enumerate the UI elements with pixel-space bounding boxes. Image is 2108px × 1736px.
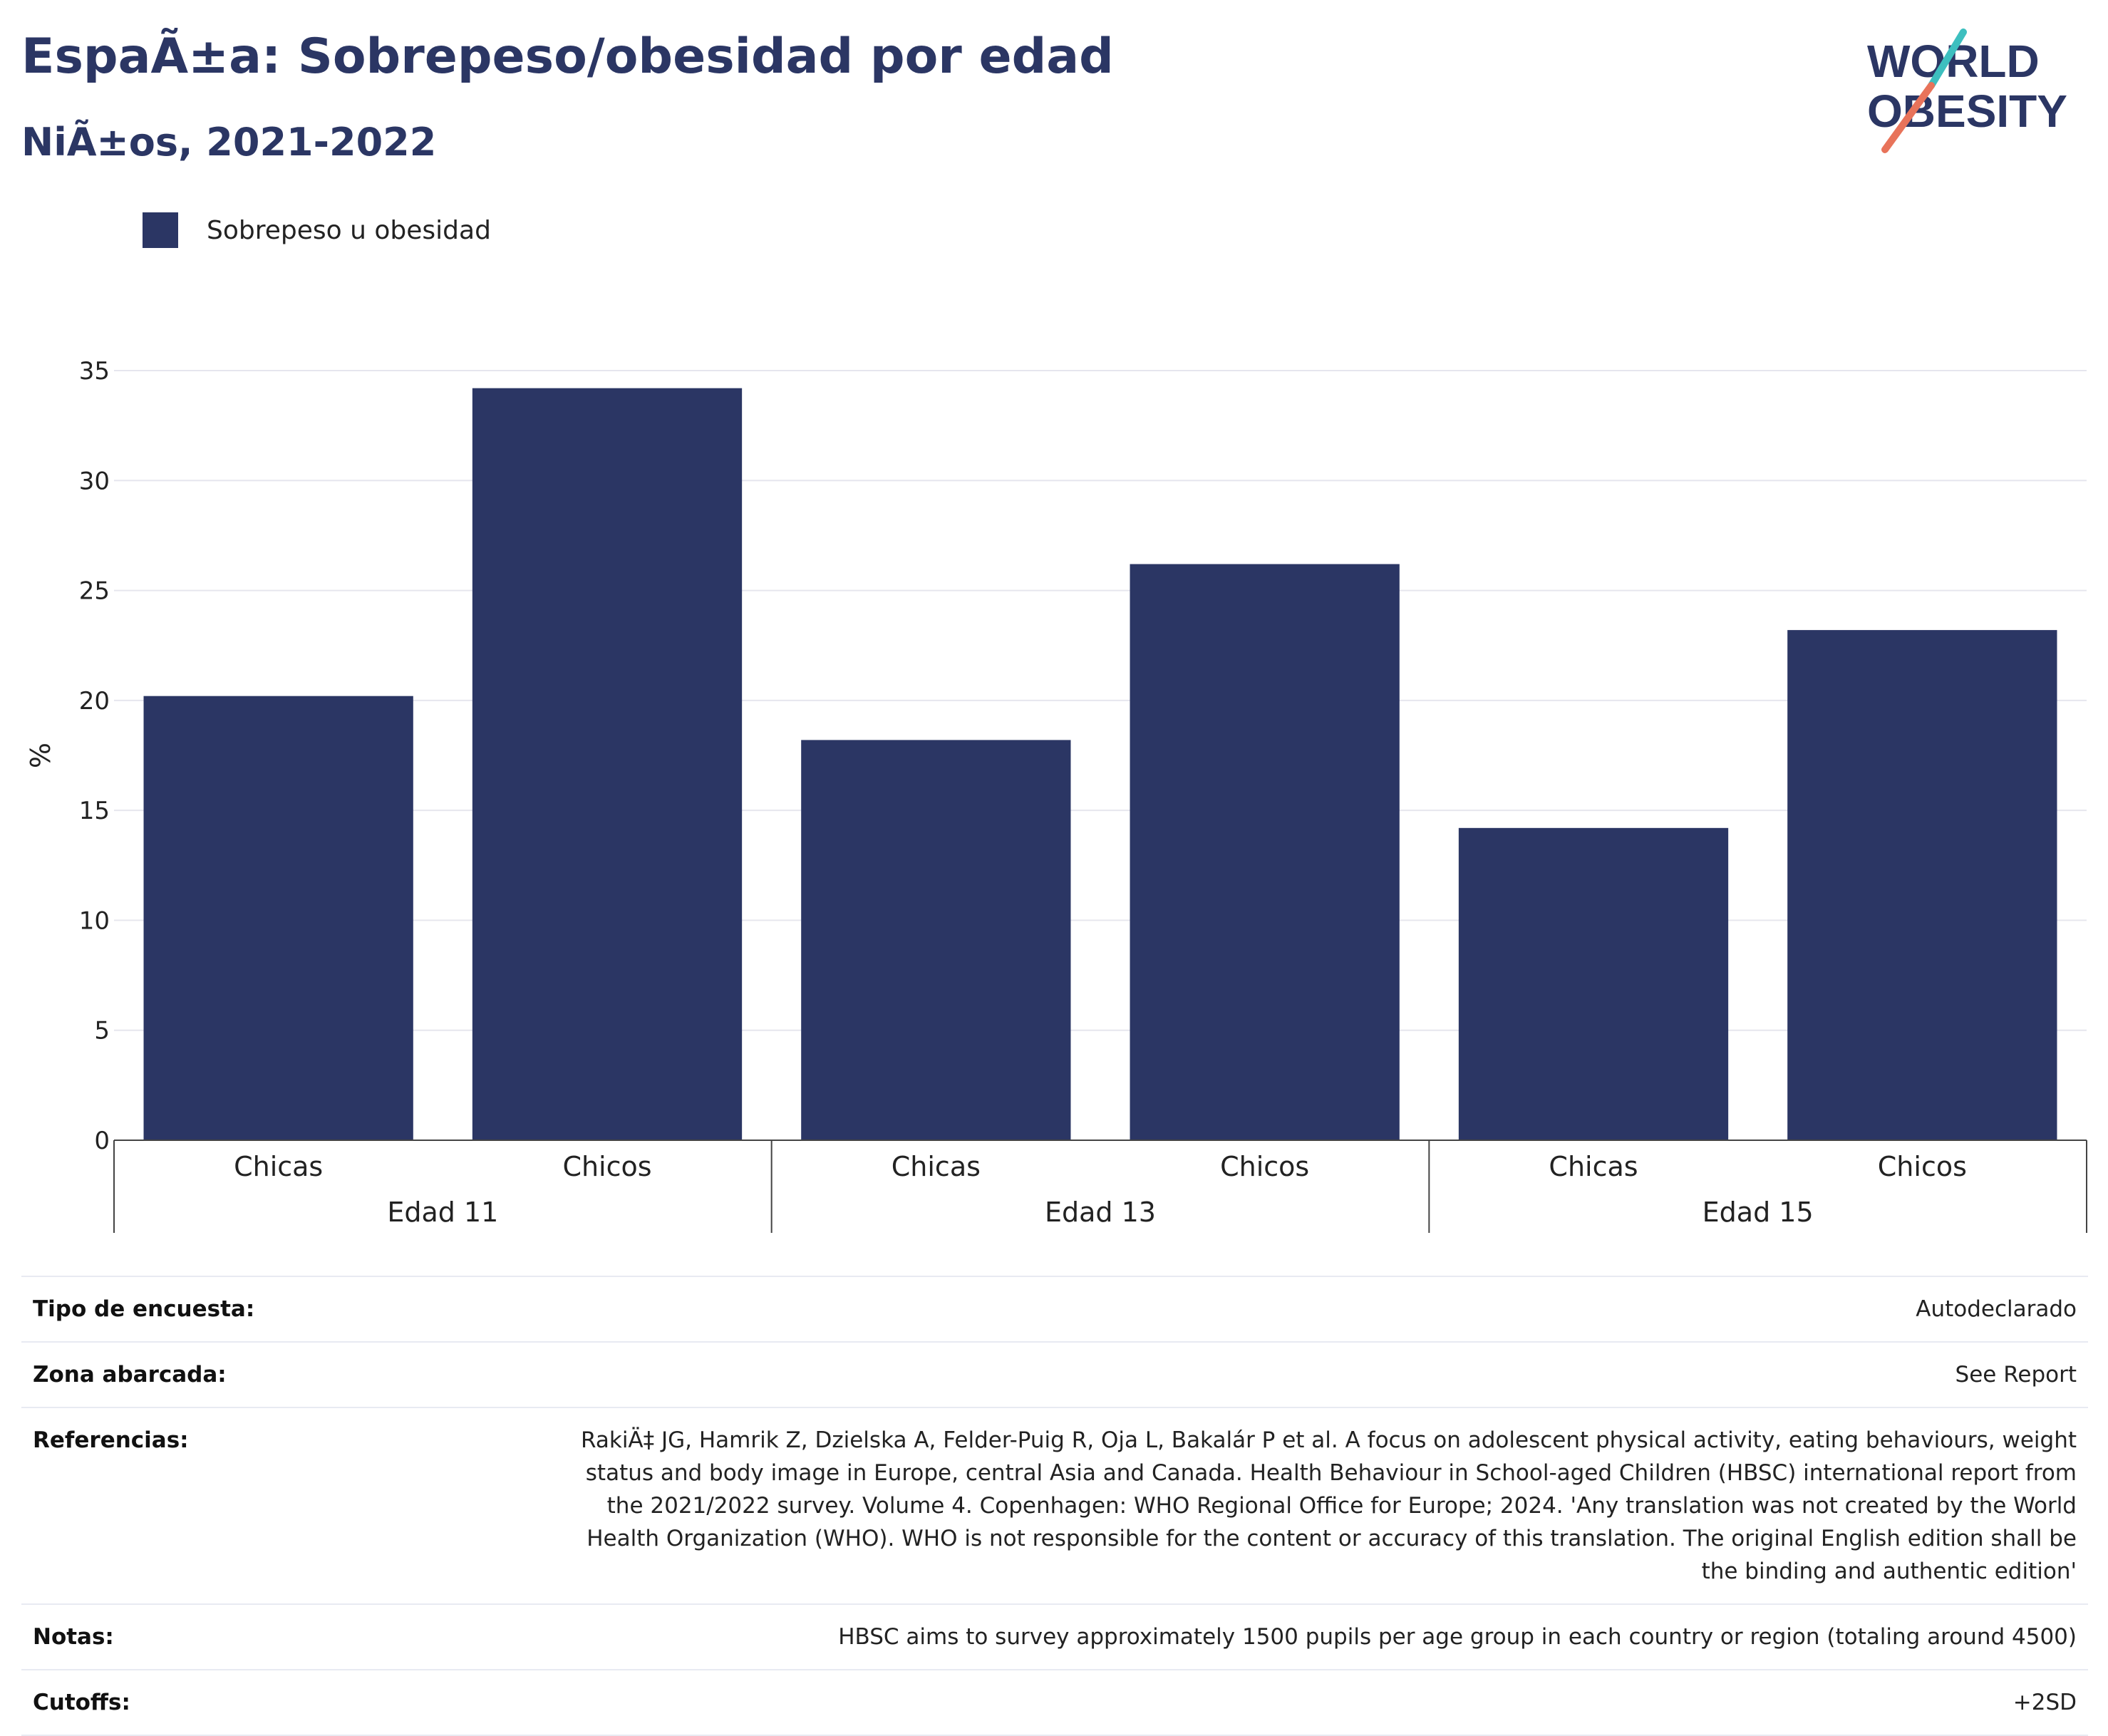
- chart-legend[interactable]: Sobrepeso u obesidad: [143, 212, 491, 248]
- x-tick-label: Chicos: [1878, 1151, 1967, 1182]
- y-tick-label: 0: [94, 1127, 110, 1155]
- x-group-label: Edad 15: [1703, 1197, 1814, 1228]
- metadata-label: Cutoffs:: [33, 1690, 130, 1715]
- metadata-row-notes: Notas: HBSC aims to survey approximately…: [21, 1603, 2088, 1669]
- chart-subtitle: NiÃ±os, 2021-2022: [21, 120, 437, 165]
- bar: [801, 740, 1071, 1140]
- y-axis-label: %: [25, 743, 56, 768]
- x-tick-label: Chicas: [234, 1151, 323, 1182]
- metadata-label: Referencias:: [33, 1427, 189, 1453]
- metadata-value: HBSC aims to survey approximately 1500 p…: [838, 1624, 2077, 1650]
- bar: [472, 388, 743, 1140]
- bar: [1787, 630, 2057, 1140]
- metadata-row-references: Referencias: RakiÄ‡ JG, Hamrik Z, Dziels…: [21, 1407, 2088, 1603]
- bar: [143, 696, 413, 1140]
- x-tick-label: Chicas: [1549, 1151, 1638, 1182]
- y-tick-label: 15: [79, 797, 110, 825]
- y-tick-label: 5: [94, 1017, 110, 1045]
- y-tick-label: 25: [79, 577, 110, 606]
- logo-slash-coral: [1881, 82, 1935, 153]
- world-obesity-logo: WORLD OBESITY: [1867, 29, 2067, 153]
- metadata-row-area: Zona abarcada: See Report: [21, 1341, 2088, 1407]
- x-group-label: Edad 11: [387, 1197, 498, 1228]
- bar-chart: 0 5 10 15 20 25 30 35% Chicas Chicos Chicas Chicos C…: [25, 357, 2087, 1233]
- y-tick-label: 10: [79, 906, 110, 935]
- metadata-value: RakiÄ‡ JG, Hamrik Z, Dzielska A, Felder-…: [581, 1427, 2077, 1584]
- metadata-table: Tipo de encuesta: Autodeclarado Zona aba…: [21, 1276, 2088, 1736]
- metadata-label: Notas:: [33, 1624, 114, 1650]
- y-tick-label: 20: [79, 687, 110, 715]
- bar: [1458, 827, 1729, 1140]
- chart-title: EspaÃ±a: Sobrepeso/obesidad por edad: [21, 29, 1114, 85]
- metadata-value: Autodeclarado: [1916, 1296, 2077, 1322]
- bar: [1130, 564, 1400, 1140]
- y-tick-label: 35: [79, 357, 110, 386]
- metadata-label: Zona abarcada:: [33, 1362, 227, 1388]
- logo-slash-teal: [1928, 29, 1967, 89]
- x-group-label: Edad 13: [1045, 1197, 1156, 1228]
- x-tick-label: Chicos: [562, 1151, 651, 1182]
- metadata-value: See Report: [1955, 1362, 2077, 1388]
- legend-label: Sobrepeso u obesidad: [207, 215, 491, 245]
- x-tick-label: Chicas: [892, 1151, 981, 1182]
- x-tick-label: Chicos: [1220, 1151, 1309, 1182]
- legend-swatch: [143, 212, 178, 248]
- metadata-row-survey-type: Tipo de encuesta: Autodeclarado: [21, 1276, 2088, 1341]
- y-tick-label: 30: [79, 467, 110, 495]
- metadata-label: Tipo de encuesta:: [33, 1296, 255, 1322]
- metadata-value: +2SD: [2013, 1690, 2077, 1715]
